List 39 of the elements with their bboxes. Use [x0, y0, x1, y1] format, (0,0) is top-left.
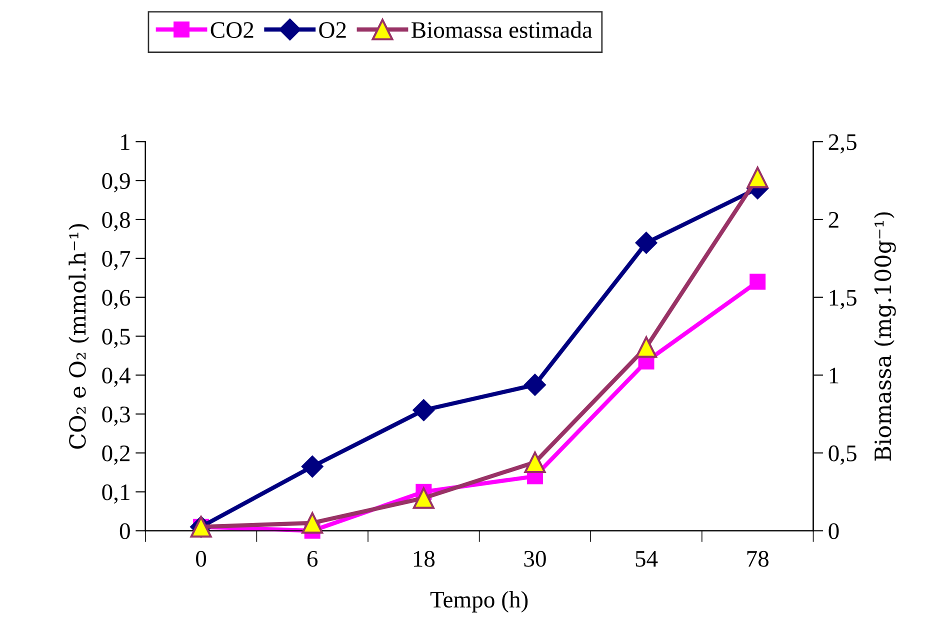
y-tick-label: 0	[120, 523, 130, 540]
y-tick-label: 0,6	[102, 290, 130, 310]
x-axis-title: Tempo (h)	[430, 591, 528, 612]
y2-axis-title: Biomassa (mg.100g⁻¹)	[874, 212, 896, 461]
y-tick-label: 0,2	[102, 445, 130, 465]
y2-tick-label: 2	[828, 212, 838, 228]
point	[750, 274, 766, 290]
y2-tick-label: 1,5	[830, 290, 856, 310]
point	[301, 456, 324, 478]
point	[524, 452, 546, 474]
y-tick-label: 0,7	[102, 250, 130, 270]
point	[636, 336, 658, 358]
x-tick-label: 6	[307, 550, 318, 567]
legend-label: O2	[319, 22, 346, 38]
legend-label: Biomassa estimada	[412, 21, 592, 38]
point	[412, 399, 435, 421]
point	[412, 487, 434, 509]
y-tick-label: 0,1	[102, 484, 130, 504]
y-tick-label: 0,9	[102, 173, 130, 192]
y-tick-label: 1	[121, 134, 130, 150]
legend-label: CO2	[210, 22, 254, 38]
x-tick-label: 78	[747, 550, 768, 567]
point	[302, 512, 324, 534]
y-tick-label: 0,4	[102, 368, 130, 387]
y-tick-label: 0,8	[102, 212, 130, 232]
point	[524, 374, 546, 396]
x-tick-label: 0	[196, 550, 206, 567]
y2-tick-label: 1	[830, 368, 838, 384]
y2-tick-label: 0	[828, 523, 839, 540]
x-tick-label: 54	[636, 551, 658, 567]
y-tick-label: 0,5	[102, 328, 130, 348]
y-tick-label: 0,3	[102, 406, 130, 426]
point	[746, 166, 768, 188]
point	[635, 232, 658, 254]
x-tick-label: 18	[414, 550, 435, 567]
y-axis-title: CO₂ e O₂ (mmol.h⁻¹)	[68, 224, 90, 449]
x-tick-label: 30	[524, 550, 546, 567]
y2-tick-label: 2,5	[828, 134, 856, 154]
y2-tick-label: 0,5	[828, 445, 856, 465]
